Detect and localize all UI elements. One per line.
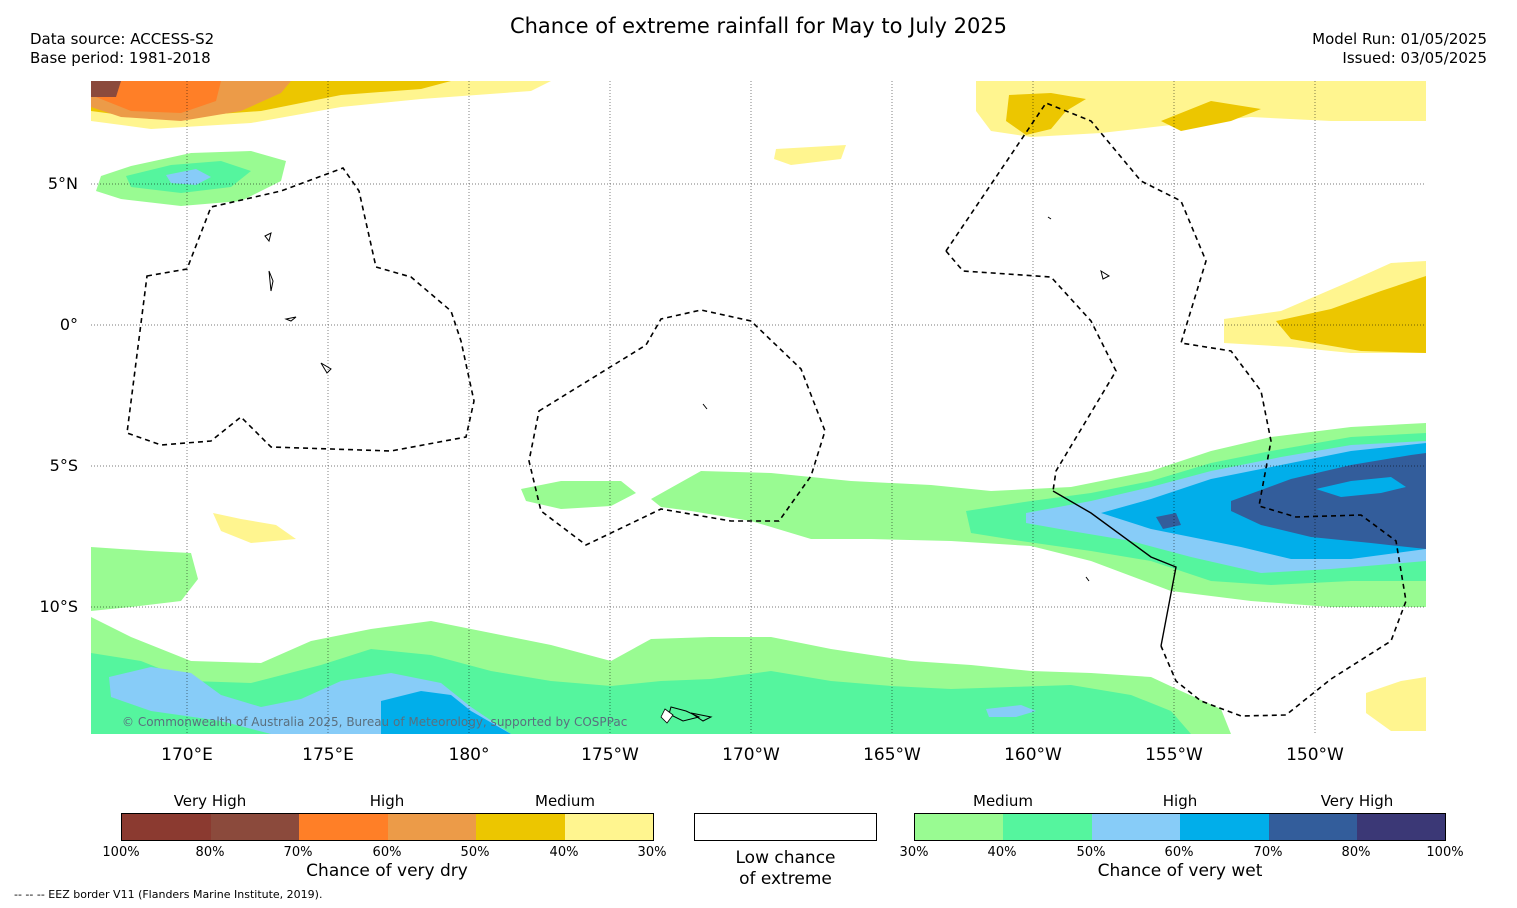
legend-wet-category: High	[1162, 792, 1198, 810]
legend-wet-category: Medium	[973, 792, 1033, 810]
legend-swatch	[211, 814, 299, 840]
legend-wet-category: Very High	[1320, 792, 1394, 810]
legend-swatch	[1357, 814, 1445, 840]
lon-label: 170°W	[722, 745, 780, 765]
legend-dry-tick: 100%	[102, 845, 140, 860]
legend-low-chance-line2: of extreme	[739, 869, 832, 889]
lat-label-5s: 5°S	[49, 456, 78, 475]
legend-dry-tick: 60%	[372, 845, 402, 860]
legend-dry-tick: 30%	[637, 845, 667, 860]
map-title: Chance of extreme rainfall for May to Ju…	[509, 14, 1008, 38]
lat-label-10s: 10°S	[39, 597, 78, 616]
legend-wet-tick: 100%	[1426, 845, 1464, 860]
lat-label-5n: 5°N	[47, 174, 78, 193]
legend-dry-title: Chance of very dry	[306, 861, 468, 881]
legend-swatch	[1003, 814, 1092, 840]
legend-wet-tick: 50%	[1076, 845, 1106, 860]
legend-dry-category: Medium	[535, 792, 595, 810]
legend-wet-tick: 40%	[987, 845, 1017, 860]
issued-date: Issued: 03/05/2025	[1342, 49, 1487, 67]
legend-swatch	[915, 814, 1003, 840]
lon-label: 150°W	[1286, 745, 1344, 765]
lon-label: 165°W	[863, 745, 921, 765]
legend-swatch	[1092, 814, 1180, 840]
legend-wet-colorbar	[914, 813, 1446, 841]
legend-swatch	[476, 814, 565, 840]
legend-dry-colorbar	[121, 813, 654, 841]
legend-dry-category: Very High	[173, 792, 247, 810]
legend-wet-tick: 30%	[899, 845, 929, 860]
legend-dry-tick: 50%	[460, 845, 490, 860]
legend-dry-tick: 40%	[549, 845, 579, 860]
base-period: Base period: 1981-2018	[30, 49, 211, 67]
legend-dry-category: High	[369, 792, 405, 810]
lon-label: 155°W	[1145, 745, 1203, 765]
eez-border-note: -- -- -- EEZ border V11 (Flanders Marine…	[14, 888, 323, 901]
copyright-notice: © Commonwealth of Australia 2025, Bureau…	[122, 715, 628, 729]
legend-low-chance-swatch	[694, 813, 877, 841]
lon-label: 175°E	[302, 745, 354, 765]
lon-label: 175°W	[581, 745, 639, 765]
legend-wet-tick: 80%	[1341, 845, 1371, 860]
legend-low-chance-line1: Low chance	[735, 848, 836, 868]
legend-wet-title: Chance of very wet	[1097, 861, 1263, 881]
legend-swatch	[388, 814, 476, 840]
legend-swatch	[299, 814, 388, 840]
legend-wet-tick: 70%	[1253, 845, 1283, 860]
legend-wet-tick: 60%	[1164, 845, 1194, 860]
legend-swatch	[122, 814, 211, 840]
legend-dry-tick: 70%	[283, 845, 313, 860]
data-source: Data source: ACCESS-S2	[30, 30, 215, 48]
rainfall-map	[91, 81, 1426, 734]
legend-swatch	[1269, 814, 1357, 840]
model-run: Model Run: 01/05/2025	[1312, 30, 1487, 48]
legend-dry-tick: 80%	[195, 845, 225, 860]
legend-swatch	[1180, 814, 1269, 840]
lon-label: 160°W	[1004, 745, 1062, 765]
lat-label-0: 0°	[59, 315, 78, 334]
lon-label: 180°	[448, 745, 490, 765]
lon-label: 170°E	[161, 745, 213, 765]
legend-swatch	[565, 814, 653, 840]
